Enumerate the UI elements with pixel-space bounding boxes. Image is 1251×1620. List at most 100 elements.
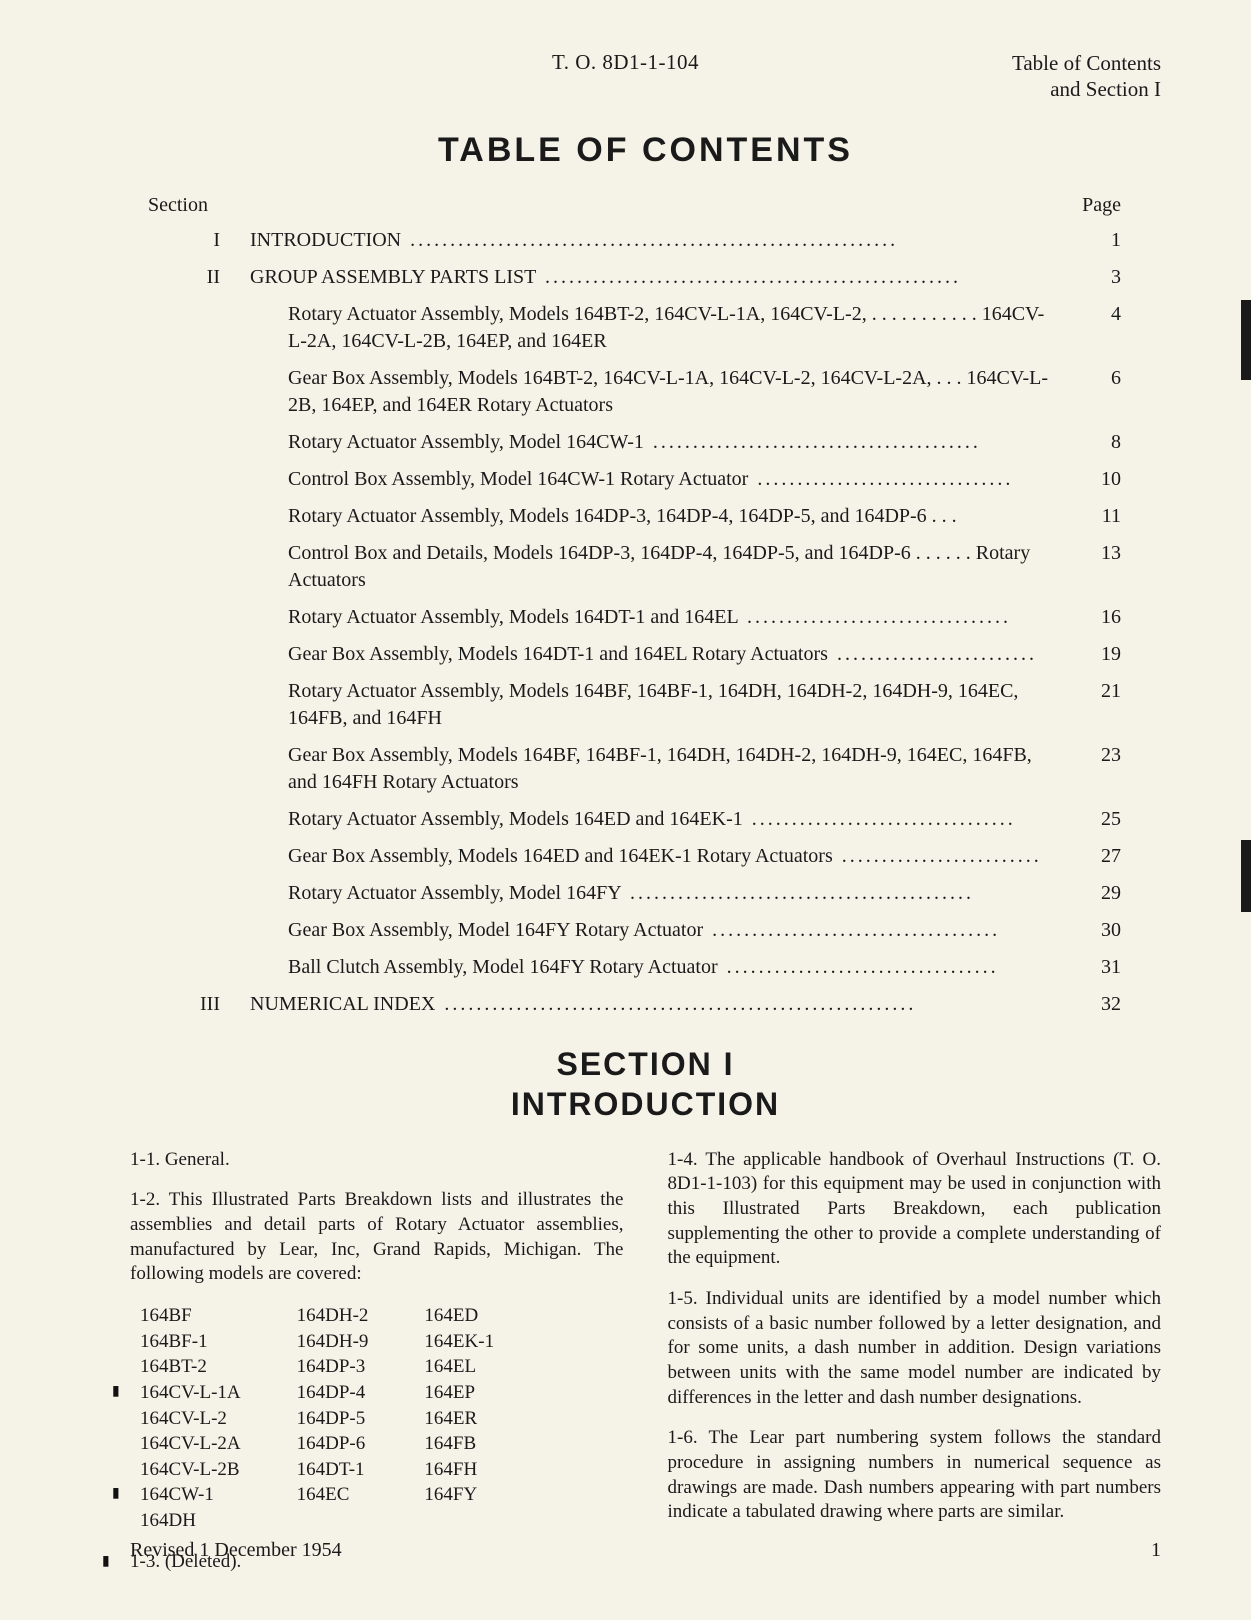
toc-line: Rotary Actuator Assembly, Models 164ED a… <box>130 806 1161 833</box>
model-item: 164DH-2 <box>297 1303 369 1329</box>
toc-entry-text: GROUP ASSEMBLY PARTS LIST ..............… <box>250 264 1073 291</box>
model-item: 164EP <box>424 1380 494 1406</box>
para-1-1: 1-1. General. <box>130 1148 624 1173</box>
footer-revised: Revised 1 December 1954 <box>130 1539 342 1562</box>
toc-page-number: 3 <box>1073 264 1121 291</box>
toc-entry-text: Gear Box Assembly, Models 164BF, 164BF-1… <box>250 742 1073 796</box>
para-1-4: 1-4. The applicable handbook of Overhaul… <box>668 1148 1162 1271</box>
toc-entry-text: Control Box and Details, Models 164DP-3,… <box>250 540 1073 594</box>
model-item: 164CV-L-2B <box>140 1457 241 1483</box>
toc-line: IIINUMERICAL INDEX .....................… <box>130 991 1161 1018</box>
toc-line: Gear Box Assembly, Models 164BF, 164BF-1… <box>130 742 1161 796</box>
toc-line: Gear Box Assembly, Model 164FY Rotary Ac… <box>130 917 1161 944</box>
toc-page-number: 25 <box>1073 806 1121 833</box>
toc-entry-text: Rotary Actuator Assembly, Model 164CW-1 … <box>250 429 1073 456</box>
para-1-2: 1-2. This Illustrated Parts Breakdown li… <box>130 1188 624 1287</box>
toc-line: Ball Clutch Assembly, Model 164FY Rotary… <box>130 954 1161 981</box>
toc-entry-text: NUMERICAL INDEX ........................… <box>250 991 1073 1018</box>
doc-number: T. O. 8D1-1-104 <box>552 50 699 75</box>
model-item: 164DP-6 <box>297 1431 369 1457</box>
toc-page-number: 1 <box>1073 227 1121 254</box>
models-list: 164BF164BF-1164BT-2164CV-L-1A164CV-L-216… <box>140 1303 624 1534</box>
toc-entry-text: Gear Box Assembly, Models 164BT-2, 164CV… <box>250 365 1073 419</box>
model-item: 164FH <box>424 1457 494 1483</box>
page-header: T. O. 8D1-1-104 Table of Contents and Se… <box>130 50 1161 103</box>
toc-page-number: 21 <box>1073 678 1121 705</box>
model-item: 164DT-1 <box>297 1457 369 1483</box>
model-item: 164EK-1 <box>424 1329 494 1355</box>
toc-line: Rotary Actuator Assembly, Models 164DT-1… <box>130 604 1161 631</box>
toc-entry-text: Gear Box Assembly, Models 164DT-1 and 16… <box>250 641 1073 668</box>
toc-page-number: 8 <box>1073 429 1121 456</box>
model-item: 164DP-4 <box>297 1380 369 1406</box>
toc-page-number: 13 <box>1073 540 1121 567</box>
model-item: 164DH <box>140 1508 241 1534</box>
toc-section-number: III <box>130 991 250 1018</box>
header-right-line1: Table of Contents <box>1012 50 1161 76</box>
model-item: 164CW-1 <box>140 1482 241 1508</box>
toc-entry-text: Ball Clutch Assembly, Model 164FY Rotary… <box>250 954 1073 981</box>
model-item: 164CV-L-2A <box>140 1431 241 1457</box>
toc-entry-text: Rotary Actuator Assembly, Models 164BF, … <box>250 678 1073 732</box>
toc-entry-text: Gear Box Assembly, Model 164FY Rotary Ac… <box>250 917 1073 944</box>
model-item: 164FY <box>424 1482 494 1508</box>
toc-entry-text: Rotary Actuator Assembly, Models 164BT-2… <box>250 301 1073 355</box>
toc-line: Control Box and Details, Models 164DP-3,… <box>130 540 1161 594</box>
revision-bar <box>1241 300 1251 380</box>
models-col-2: 164DH-2164DH-9164DP-3164DP-4164DP-5164DP… <box>297 1303 369 1534</box>
toc-page-number: 10 <box>1073 466 1121 493</box>
footer-page-number: 1 <box>1151 1539 1161 1562</box>
model-item: 164CV-L-2 <box>140 1406 241 1432</box>
toc-entry-text: Rotary Actuator Assembly, Models 164DP-3… <box>250 503 1073 530</box>
toc-line: Gear Box Assembly, Models 164DT-1 and 16… <box>130 641 1161 668</box>
toc-entry-text: Gear Box Assembly, Models 164ED and 164E… <box>250 843 1073 870</box>
toc-page-number: 11 <box>1073 503 1121 530</box>
toc-header-page: Page <box>1082 194 1121 217</box>
model-item: 164BF-1 <box>140 1329 241 1355</box>
model-item: 164CV-L-1A <box>140 1380 241 1406</box>
toc-page-number: 29 <box>1073 880 1121 907</box>
revision-bar <box>1241 840 1251 912</box>
model-item: 164BT-2 <box>140 1354 241 1380</box>
toc-entry-text: Rotary Actuator Assembly, Models 164ED a… <box>250 806 1073 833</box>
toc-page-number: 4 <box>1073 301 1121 328</box>
page-footer: Revised 1 December 1954 1 <box>130 1539 1161 1562</box>
model-item: 164ED <box>424 1303 494 1329</box>
toc-entry-text: INTRODUCTION ...........................… <box>250 227 1073 254</box>
toc-page-number: 16 <box>1073 604 1121 631</box>
para-1-6: 1-6. The Lear part numbering system foll… <box>668 1426 1162 1525</box>
model-item: 164DP-3 <box>297 1354 369 1380</box>
body-columns: 1-1. General. 1-2. This Illustrated Part… <box>130 1148 1161 1591</box>
toc-line: Rotary Actuator Assembly, Models 164BF, … <box>130 678 1161 732</box>
model-item: 164DH-9 <box>297 1329 369 1355</box>
section1-title-line2: INTRODUCTION <box>511 1086 780 1122</box>
toc-page-number: 23 <box>1073 742 1121 769</box>
toc-line: Gear Box Assembly, Models 164BT-2, 164CV… <box>130 365 1161 419</box>
toc-body: IINTRODUCTION ..........................… <box>130 227 1161 1018</box>
toc-line: IIGROUP ASSEMBLY PARTS LIST ............… <box>130 264 1161 291</box>
toc-section-number: I <box>130 227 250 254</box>
models-col-1: 164BF164BF-1164BT-2164CV-L-1A164CV-L-216… <box>140 1303 241 1534</box>
toc-line: Rotary Actuator Assembly, Models 164DP-3… <box>130 503 1161 530</box>
section1-title-line1: SECTION I <box>556 1046 734 1082</box>
model-item: 164ER <box>424 1406 494 1432</box>
toc-title: TABLE OF CONTENTS <box>130 131 1161 170</box>
toc-entry-text: Rotary Actuator Assembly, Models 164DT-1… <box>250 604 1073 631</box>
toc-line: Gear Box Assembly, Models 164ED and 164E… <box>130 843 1161 870</box>
toc-entry-text: Control Box Assembly, Model 164CW-1 Rota… <box>250 466 1073 493</box>
model-item: 164EL <box>424 1354 494 1380</box>
models-col-3: 164ED164EK-1164EL164EP164ER164FB164FH164… <box>424 1303 494 1534</box>
toc-page-number: 30 <box>1073 917 1121 944</box>
toc-line: IINTRODUCTION ..........................… <box>130 227 1161 254</box>
toc-header-row: Section Page <box>130 194 1161 217</box>
toc-header-section: Section <box>148 194 248 217</box>
toc-page-number: 27 <box>1073 843 1121 870</box>
toc-line: Control Box Assembly, Model 164CW-1 Rota… <box>130 466 1161 493</box>
toc-page-number: 31 <box>1073 954 1121 981</box>
toc-page-number: 19 <box>1073 641 1121 668</box>
page: T. O. 8D1-1-104 Table of Contents and Se… <box>0 0 1251 1620</box>
toc-line: Rotary Actuator Assembly, Model 164FY ..… <box>130 880 1161 907</box>
para-1-5: 1-5. Individual units are identified by … <box>668 1287 1162 1410</box>
toc-line: Rotary Actuator Assembly, Model 164CW-1 … <box>130 429 1161 456</box>
header-right-line2: and Section I <box>1012 76 1161 102</box>
